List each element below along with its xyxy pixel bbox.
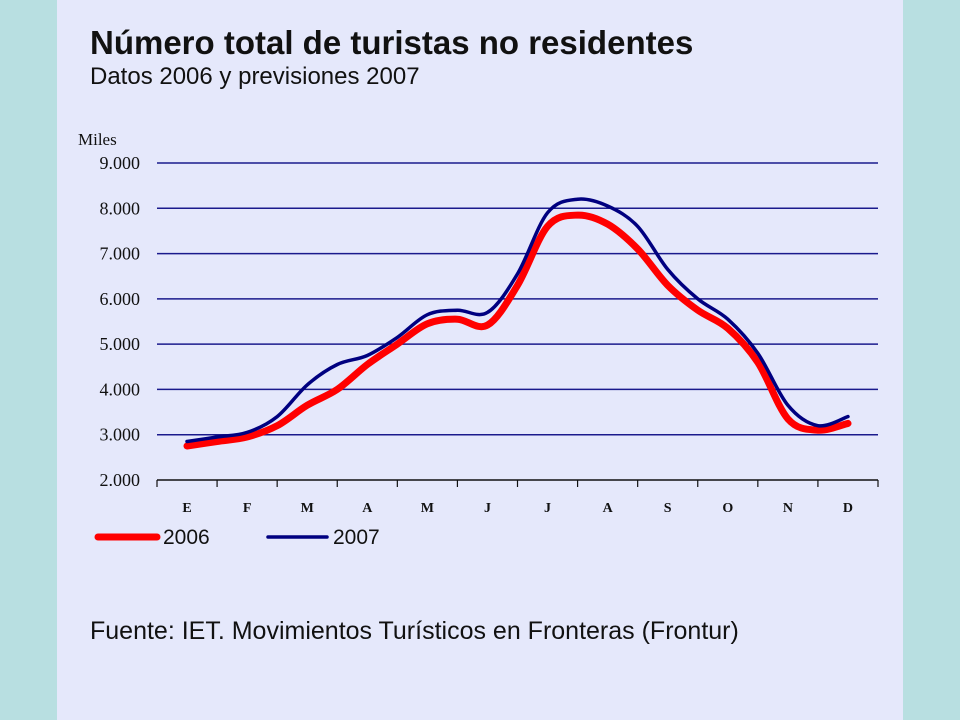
y-tick-label: 7.000: [100, 244, 141, 264]
x-tick-label: J: [544, 501, 551, 516]
series-lines: [183, 197, 852, 450]
x-tick-label: A: [362, 501, 373, 516]
x-tick-label: M: [421, 501, 434, 516]
x-tick-label: F: [243, 501, 252, 516]
series-line-2007: [185, 197, 850, 444]
x-tick-label: M: [301, 501, 314, 516]
x-tick-label: O: [722, 501, 733, 516]
chart-title: Número total de turistas no residentes: [90, 24, 694, 61]
legend-label-2006: 2006: [163, 526, 210, 549]
legend: 2006 2007: [94, 526, 380, 549]
x-tick-label: S: [664, 501, 672, 516]
y-tick-label: 4.000: [100, 379, 141, 399]
y-tick-label: 8.000: [100, 198, 141, 218]
chart-subtitle: Datos 2006 y previsiones 2007: [90, 63, 420, 90]
y-tick-label: 5.000: [100, 334, 141, 354]
y-tick-label: 2.000: [100, 470, 141, 490]
y-tick-label: 3.000: [100, 425, 141, 445]
legend-label-2007: 2007: [333, 526, 380, 549]
y-tick-labels: 2.000 3.000 4.000 5.000 6.000 7.000 8.000 9.000: [100, 153, 141, 490]
x-tick-label: N: [783, 501, 793, 516]
y-tick-label: 6.000: [100, 289, 141, 309]
x-tick-label: E: [182, 501, 191, 516]
series-line-2006: [183, 211, 852, 450]
x-tick-label: A: [603, 501, 614, 516]
gridlines: [157, 162, 878, 436]
y-axis-label: Miles: [78, 130, 117, 149]
x-tick-label: J: [484, 501, 491, 516]
x-tick-label: D: [843, 501, 853, 516]
source-note: Fuente: IET. Movimientos Turísticos en F…: [90, 617, 739, 645]
y-tick-label: 9.000: [100, 153, 141, 173]
